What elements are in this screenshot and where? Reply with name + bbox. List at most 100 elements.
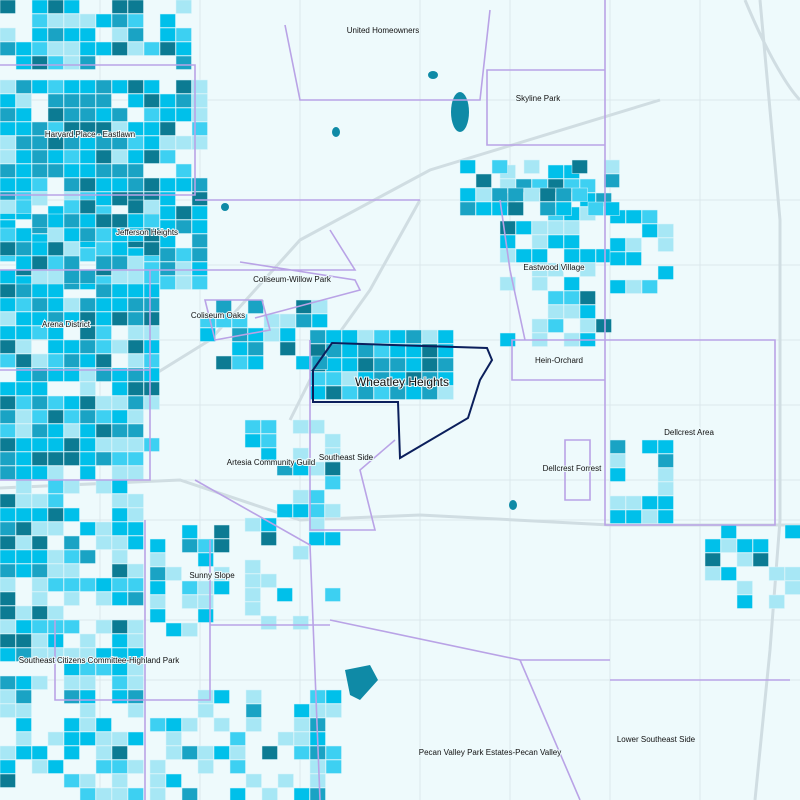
- block: [309, 773, 326, 788]
- block: [95, 731, 112, 746]
- block: [63, 409, 80, 424]
- block: [143, 213, 160, 228]
- block: [247, 299, 264, 314]
- block: [720, 566, 737, 581]
- block: [47, 563, 64, 578]
- block: [308, 489, 325, 504]
- block: [0, 675, 16, 690]
- block: [127, 661, 144, 676]
- block: [231, 341, 248, 356]
- block: [0, 577, 16, 592]
- block: [31, 535, 48, 550]
- block: [523, 159, 540, 174]
- block: [31, 255, 48, 270]
- block: [784, 566, 800, 581]
- block: [475, 201, 492, 216]
- block: [421, 343, 438, 358]
- block: [459, 159, 476, 174]
- block: [15, 227, 32, 242]
- block: [63, 689, 80, 704]
- block: [127, 395, 144, 410]
- block: [95, 227, 112, 242]
- block: [95, 311, 112, 326]
- block: [563, 276, 580, 291]
- block: [244, 559, 261, 574]
- block: [79, 325, 96, 340]
- block: [15, 535, 32, 550]
- block: [111, 493, 128, 508]
- block: [191, 107, 208, 122]
- block: [279, 313, 296, 328]
- block: [15, 93, 32, 108]
- block: [357, 357, 374, 372]
- block: [47, 731, 64, 746]
- block: [111, 787, 128, 800]
- block: [641, 223, 658, 238]
- block: [79, 311, 96, 326]
- block: [31, 605, 48, 620]
- block: [641, 209, 658, 224]
- block: [127, 423, 144, 438]
- block: [555, 187, 572, 202]
- block: [63, 563, 80, 578]
- block: [127, 121, 144, 136]
- block: [79, 409, 96, 424]
- block: [127, 437, 144, 452]
- block: [641, 439, 658, 454]
- block: [244, 433, 261, 448]
- block: [421, 385, 438, 400]
- block: [149, 787, 166, 800]
- block: [720, 538, 737, 553]
- block: [79, 633, 96, 648]
- block: [63, 549, 80, 564]
- block: [308, 419, 325, 434]
- block: [175, 261, 192, 276]
- block: [111, 731, 128, 746]
- block: [0, 493, 16, 508]
- block: [625, 209, 642, 224]
- block: [79, 689, 96, 704]
- block: [308, 517, 325, 532]
- block: [499, 234, 516, 249]
- block: [459, 187, 476, 202]
- block: [15, 41, 32, 56]
- block: [309, 703, 326, 718]
- block: [341, 357, 358, 372]
- block: [0, 269, 16, 284]
- block: [63, 367, 80, 382]
- block: [47, 213, 64, 228]
- block: [31, 353, 48, 368]
- block: [47, 255, 64, 270]
- block: [143, 121, 160, 136]
- block: [111, 563, 128, 578]
- block: [539, 201, 556, 216]
- block: [95, 135, 112, 150]
- block: [149, 552, 166, 567]
- block: [143, 107, 160, 122]
- block: [244, 573, 261, 588]
- block: [63, 395, 80, 410]
- block: [127, 535, 144, 550]
- block: [0, 745, 16, 760]
- block: [31, 409, 48, 424]
- block: [325, 703, 342, 718]
- block: [213, 524, 230, 539]
- block: [47, 13, 64, 28]
- block: [143, 93, 160, 108]
- block: [127, 297, 144, 312]
- block: [0, 465, 16, 480]
- block: [31, 437, 48, 452]
- block: [95, 437, 112, 452]
- block: [31, 311, 48, 326]
- block: [111, 395, 128, 410]
- block: [491, 201, 508, 216]
- block: [127, 199, 144, 214]
- block: [31, 759, 48, 774]
- block: [47, 549, 64, 564]
- block: [641, 279, 658, 294]
- block: [547, 262, 564, 277]
- block: [15, 297, 32, 312]
- block: [324, 531, 341, 546]
- block: [491, 187, 508, 202]
- block: [127, 283, 144, 298]
